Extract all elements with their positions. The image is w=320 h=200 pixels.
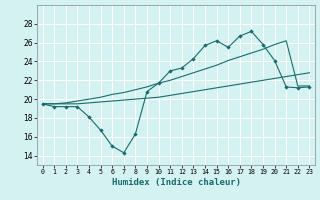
- X-axis label: Humidex (Indice chaleur): Humidex (Indice chaleur): [111, 178, 241, 187]
